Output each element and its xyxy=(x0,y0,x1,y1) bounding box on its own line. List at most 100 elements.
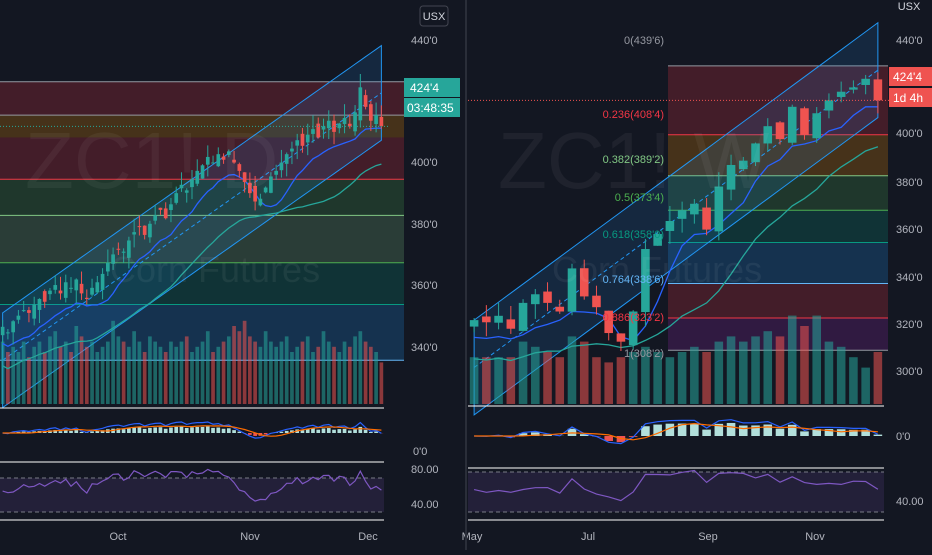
candle xyxy=(364,95,368,107)
macd-histogram xyxy=(190,427,194,433)
candle xyxy=(169,204,173,210)
left-countdown: 03:48:35 xyxy=(407,101,454,115)
volume-bar xyxy=(666,357,675,404)
macd-histogram xyxy=(690,424,699,436)
volume-bar xyxy=(59,347,63,404)
right-price-tick: 360'0 xyxy=(896,224,923,236)
volume-bar xyxy=(285,336,289,404)
macd-histogram xyxy=(185,428,189,433)
candle xyxy=(132,232,136,234)
candle xyxy=(306,135,310,143)
macd-histogram xyxy=(164,429,168,433)
macd-histogram xyxy=(132,428,136,433)
macd-histogram xyxy=(127,428,131,433)
candle xyxy=(90,288,94,295)
volume-bar xyxy=(222,342,226,404)
candle xyxy=(22,310,26,311)
volume-bar xyxy=(316,347,320,404)
candle xyxy=(374,115,378,124)
candle xyxy=(776,122,785,139)
candle xyxy=(64,282,68,298)
macd-histogram xyxy=(358,427,362,433)
candle xyxy=(80,284,84,294)
macd-histogram xyxy=(353,429,357,433)
candle xyxy=(702,208,711,230)
volume-bar xyxy=(470,357,479,404)
candle xyxy=(143,226,147,235)
volume-bar xyxy=(106,342,110,404)
candle xyxy=(164,208,168,218)
volume-bar xyxy=(353,336,357,404)
volume-bar xyxy=(311,352,315,404)
volume-bar xyxy=(364,342,368,404)
volume-bar xyxy=(702,352,711,404)
candle xyxy=(138,226,142,227)
candle xyxy=(59,291,63,294)
volume-bar xyxy=(43,352,47,404)
volume-bar xyxy=(837,347,846,404)
candle xyxy=(85,298,89,299)
fib-label: 0(439'6) xyxy=(624,35,664,47)
volume-bar xyxy=(348,347,352,404)
left-currency-label: USX xyxy=(423,11,446,23)
volume-bar xyxy=(90,342,94,404)
volume-bar xyxy=(358,331,362,404)
right-price-tick: 320'0 xyxy=(896,319,923,331)
volume-bar xyxy=(6,352,10,404)
macd-histogram xyxy=(74,430,78,433)
fib-label: 0.382(389'2) xyxy=(603,154,664,166)
volume-bar xyxy=(264,331,268,404)
fib-label: 0.5(373'4) xyxy=(615,192,664,204)
macd-histogram xyxy=(138,427,142,433)
left-rsi-tick: 80.00 xyxy=(411,464,439,476)
volume-bar xyxy=(343,342,347,404)
volume-bar xyxy=(138,342,142,404)
right-countdown: 1d 4h xyxy=(893,91,923,105)
volume-bar xyxy=(337,352,341,404)
candle xyxy=(295,140,299,145)
volume-bar xyxy=(216,347,220,404)
volume-bar xyxy=(180,342,184,404)
right-price-tick: 400'0 xyxy=(896,128,923,140)
macd-histogram xyxy=(80,432,84,433)
volume-bar xyxy=(763,331,772,404)
candle xyxy=(825,100,834,110)
volume-bar xyxy=(531,347,540,404)
macd-histogram xyxy=(206,427,210,433)
candle xyxy=(38,299,42,310)
macd-histogram xyxy=(195,427,199,433)
volume-bar xyxy=(690,347,699,404)
fib-label: 0.236(408'4) xyxy=(603,109,664,121)
left-price-tick: 440'0 xyxy=(411,35,438,47)
candle xyxy=(507,319,516,328)
left-rsi-tick: 40.00 xyxy=(411,499,439,511)
candle xyxy=(519,303,528,331)
volume-bar xyxy=(301,342,305,404)
volume-bar xyxy=(617,357,626,404)
volume-bar xyxy=(259,347,263,404)
volume-bar xyxy=(800,326,809,404)
volume-bar xyxy=(201,342,205,404)
macd-histogram xyxy=(153,427,157,433)
volume-bar xyxy=(195,347,199,404)
candle xyxy=(285,154,289,164)
rsi-band xyxy=(468,472,884,512)
volume-bar xyxy=(825,342,834,404)
macd-histogram xyxy=(348,430,352,433)
volume-bar xyxy=(127,347,131,404)
right-price-tick: 300'0 xyxy=(896,366,923,378)
volume-bar xyxy=(580,342,589,404)
volume-bar xyxy=(32,347,36,404)
volume-bar xyxy=(861,368,870,404)
candle xyxy=(1,327,5,335)
candle xyxy=(788,107,797,143)
volume-bar xyxy=(374,352,378,404)
macd-histogram xyxy=(727,423,736,436)
right-price-tick: 340'0 xyxy=(896,272,923,284)
macd-histogram xyxy=(143,429,147,433)
candle xyxy=(280,163,284,171)
candle xyxy=(874,79,883,100)
macd-histogram xyxy=(739,426,748,436)
candle xyxy=(159,208,163,210)
